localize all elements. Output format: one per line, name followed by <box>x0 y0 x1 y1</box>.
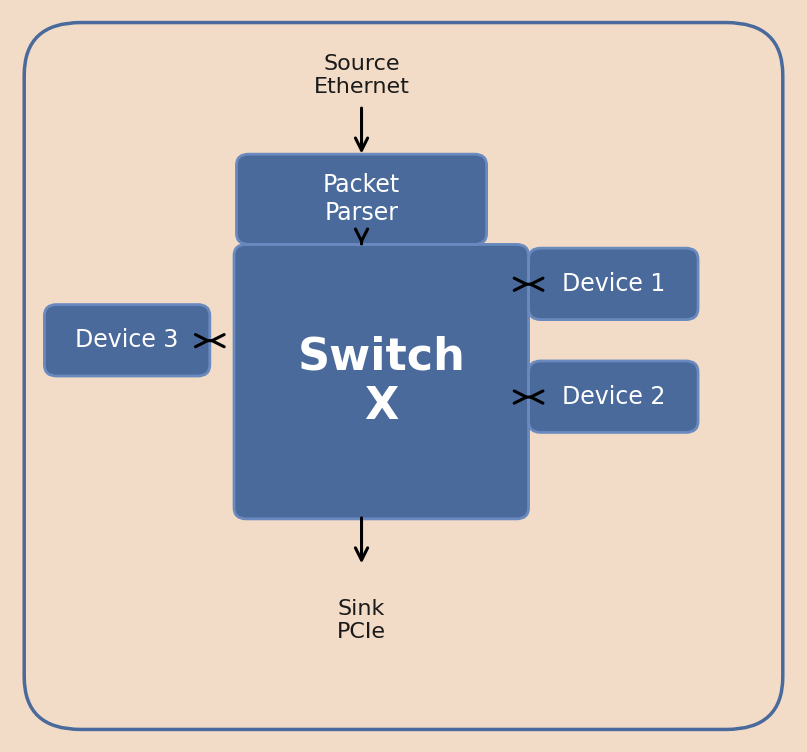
FancyBboxPatch shape <box>234 244 529 519</box>
FancyBboxPatch shape <box>44 305 210 376</box>
FancyBboxPatch shape <box>236 154 487 244</box>
Text: Sink
PCIe: Sink PCIe <box>337 599 386 642</box>
Text: Device 3: Device 3 <box>75 329 179 352</box>
Text: Packet
Parser: Packet Parser <box>323 174 400 225</box>
Text: Device 2: Device 2 <box>562 385 665 408</box>
FancyBboxPatch shape <box>529 361 698 432</box>
Text: Device 1: Device 1 <box>562 272 665 296</box>
FancyBboxPatch shape <box>529 248 698 320</box>
Text: Switch
X: Switch X <box>297 335 466 428</box>
FancyBboxPatch shape <box>24 23 783 729</box>
Text: Source
Ethernet: Source Ethernet <box>314 53 409 97</box>
